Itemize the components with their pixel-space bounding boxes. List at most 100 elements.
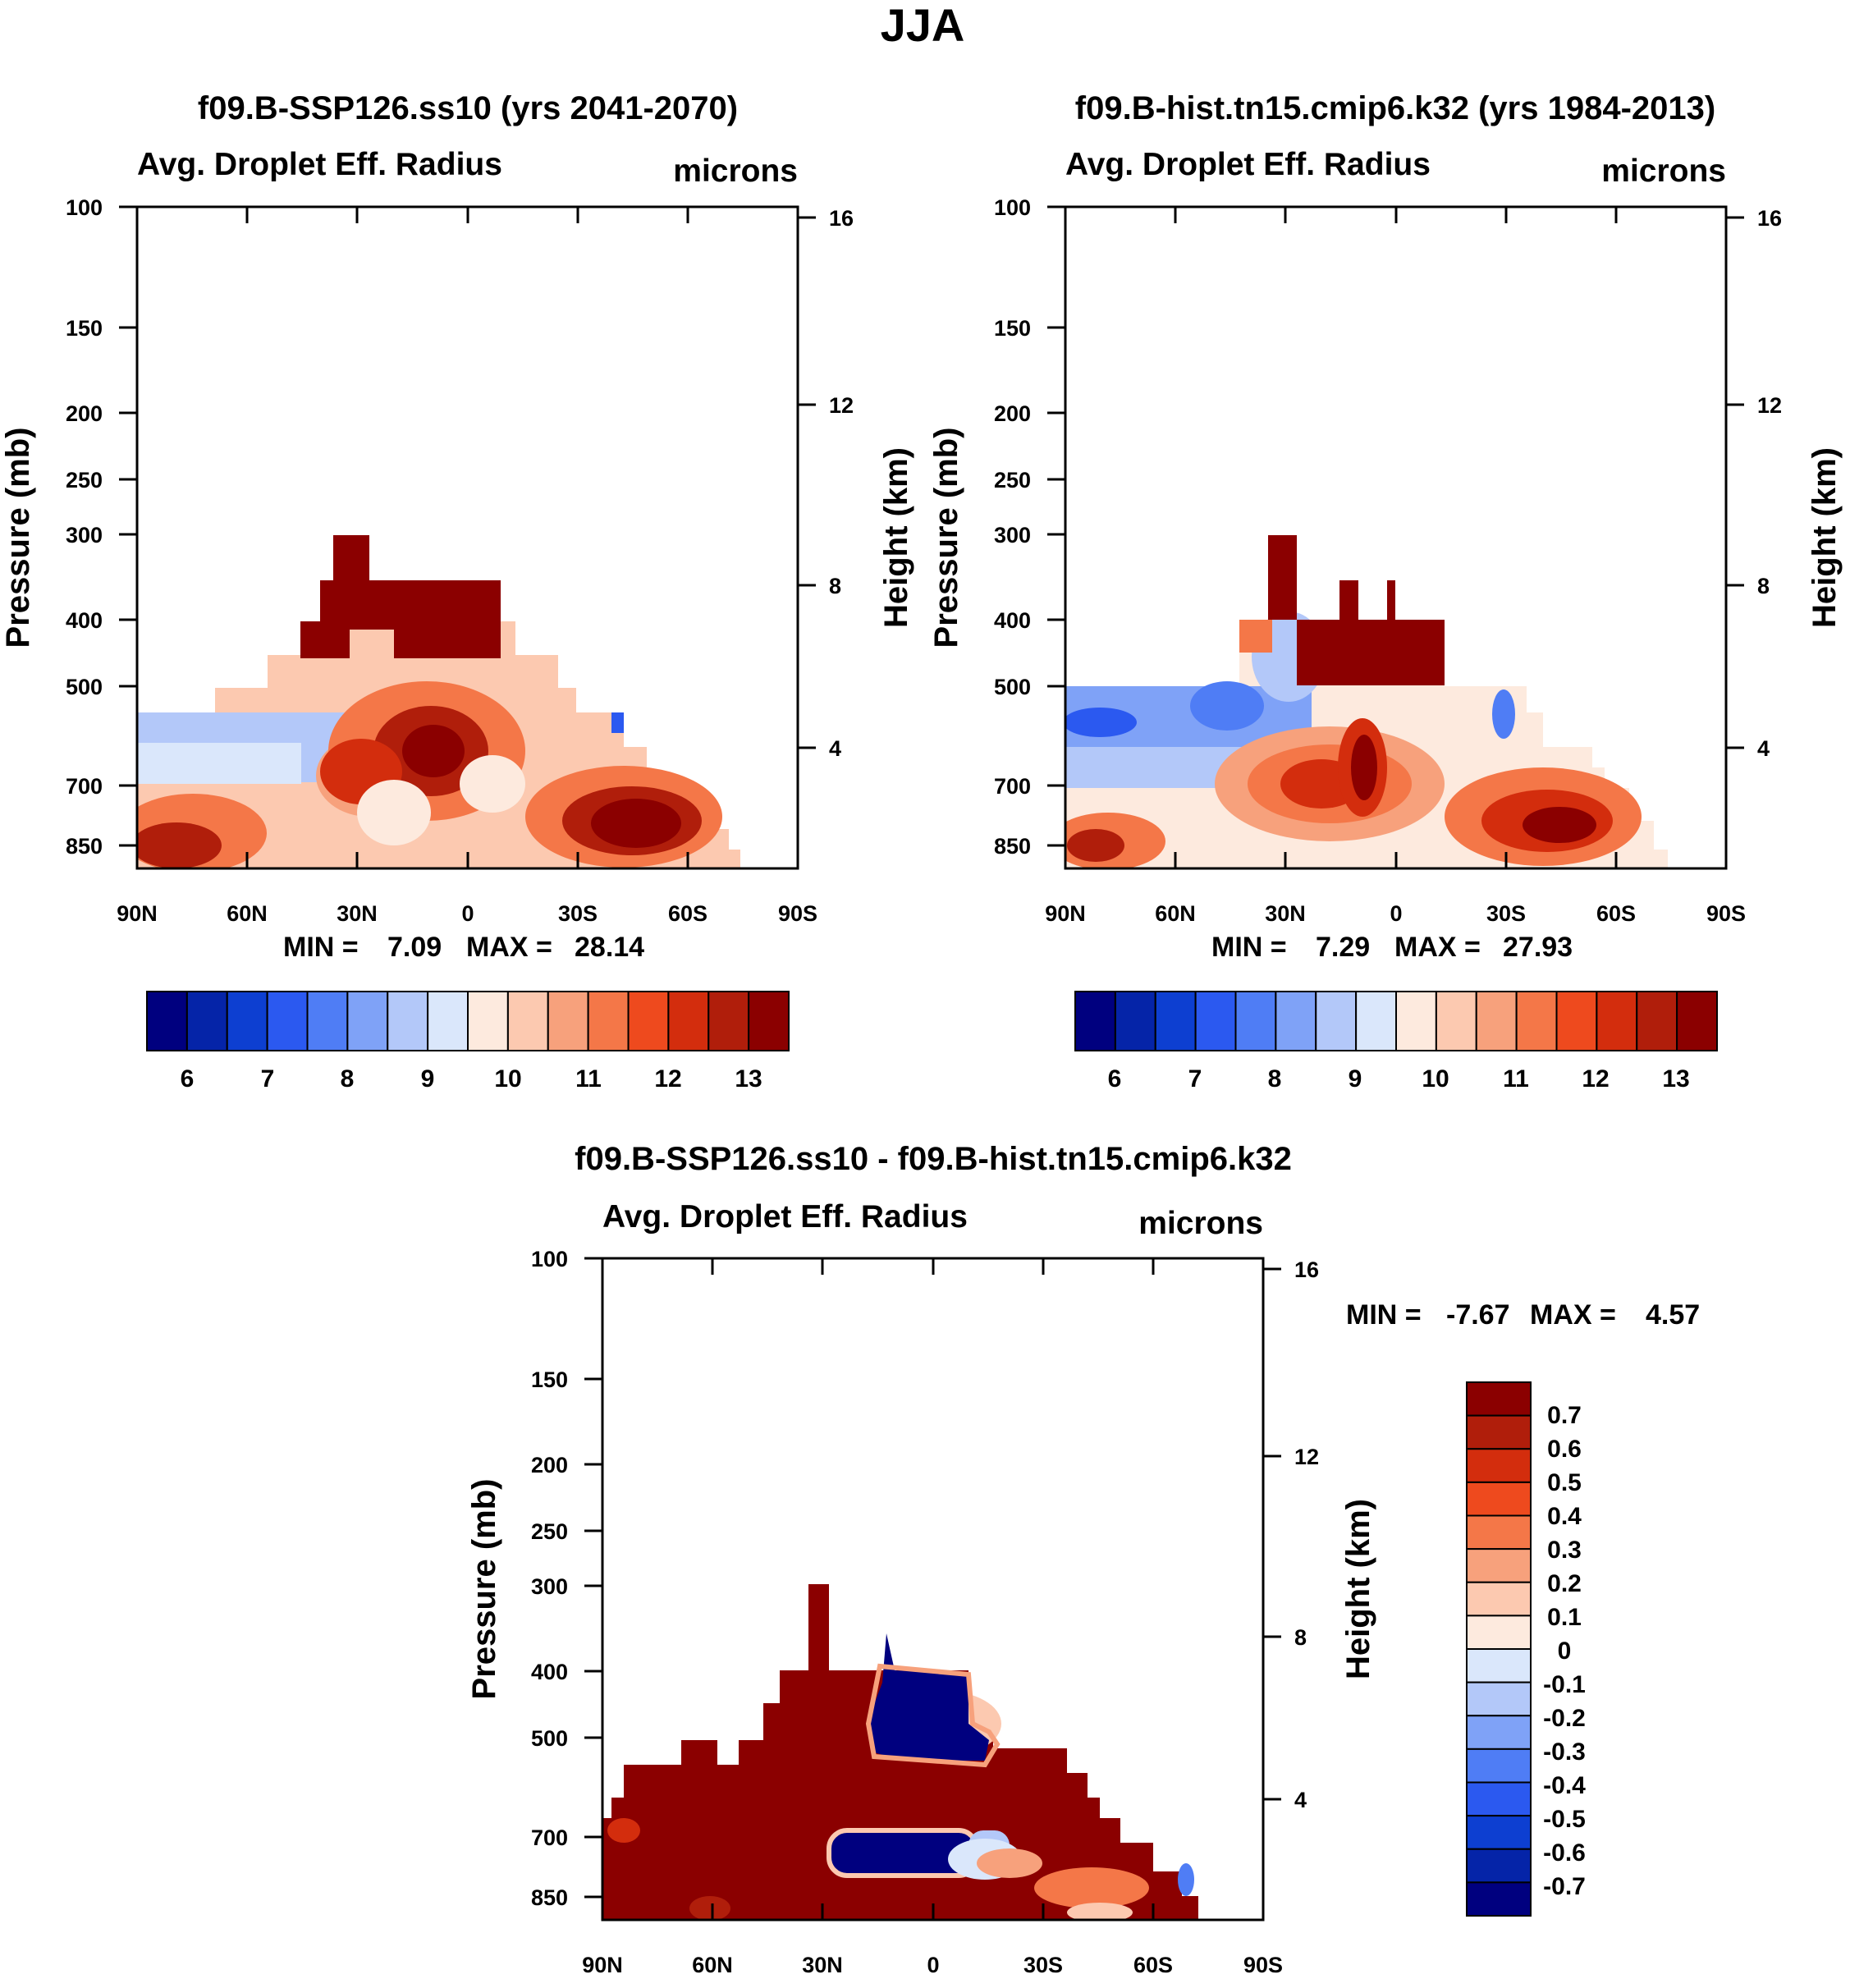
blob — [394, 580, 501, 658]
colorbar-box — [707, 991, 750, 1051]
colorbar-box — [1466, 1715, 1532, 1750]
colorbar-box — [1234, 991, 1277, 1051]
y-tick-label: 700 — [994, 774, 1031, 799]
blob — [300, 621, 350, 658]
y-tick-labels: 100 150 200 250 300 400 500 700 850 — [994, 195, 1031, 859]
colorbar-box — [387, 991, 429, 1051]
y-right-axis-label: Height (km) — [878, 447, 914, 628]
colorbar-label: -0.6 — [1543, 1839, 1586, 1867]
colorbar-label: 11 — [1503, 1065, 1529, 1092]
colorbar-label: 8 — [1268, 1065, 1282, 1092]
y-right-tick-label: 16 — [1757, 206, 1782, 231]
units-label: microns — [673, 153, 798, 189]
colorbar-label: -0.7 — [1543, 1873, 1586, 1900]
colorbar-box — [667, 991, 710, 1051]
y-tick-label: 300 — [531, 1574, 568, 1599]
colorbar-box — [627, 991, 670, 1051]
max-value: 27.93 — [1503, 932, 1573, 963]
y-right-tick-label: 4 — [1757, 736, 1770, 761]
y-right-tick-label: 4 — [1294, 1788, 1307, 1812]
contour-field — [1065, 535, 1668, 868]
y-right-tick-label: 8 — [829, 574, 841, 598]
blob — [1387, 580, 1395, 630]
colorbar-box — [1466, 1481, 1532, 1517]
y-tick-label: 700 — [66, 774, 103, 799]
variable-label: Avg. Droplet Eff. Radius — [602, 1199, 968, 1234]
y-right-tick-label: 16 — [1294, 1257, 1319, 1282]
blob — [689, 1896, 730, 1920]
y-tick-label: 200 — [531, 1453, 568, 1477]
blob — [1067, 829, 1124, 862]
units-label: microns — [1601, 153, 1726, 189]
variable-label: Avg. Droplet Eff. Radius — [137, 147, 502, 182]
y-right-tick-label: 12 — [1757, 393, 1782, 418]
x-tick-label: 30N — [1265, 901, 1306, 926]
colorbar-box — [226, 991, 268, 1051]
x-tick-label: 30S — [558, 901, 598, 926]
max-label: MAX = — [1530, 1299, 1616, 1331]
y-tick-label: 250 — [994, 468, 1031, 492]
blob — [1492, 689, 1515, 739]
blob — [460, 755, 525, 813]
panel-future: f09.B-SSP126.ss10 (yrs 2041-2070) Avg. D… — [0, 90, 914, 1092]
colorbar-label: 0.5 — [1547, 1469, 1582, 1496]
blob — [1297, 620, 1445, 685]
y-tick-label: 100 — [531, 1247, 568, 1271]
blob — [591, 799, 681, 848]
x-tick-label: 60S — [668, 901, 707, 926]
colorbar-label: 13 — [735, 1065, 762, 1092]
colorbar-label: 0.7 — [1547, 1402, 1582, 1429]
min-label: MIN = — [283, 932, 359, 963]
x-tick-labels: 90N 60N 30N 0 30S 60S 90S — [582, 1953, 1283, 1977]
colorbar-box — [1466, 1781, 1532, 1817]
y-right-tick-label: 8 — [1757, 574, 1770, 598]
min-label: MIN = — [1211, 932, 1287, 963]
colorbar-box — [547, 991, 589, 1051]
colorbar-box — [1466, 1815, 1532, 1850]
colorbar-box — [1074, 991, 1116, 1051]
y-right-tick-labels: 16 12 8 4 — [1757, 206, 1782, 761]
colorbar-label: 11 — [575, 1065, 602, 1092]
colorbar-box — [146, 991, 188, 1051]
min-value: 7.29 — [1316, 932, 1370, 963]
x-tick-label: 90S — [778, 901, 817, 926]
y-right-tick-labels: 16 12 8 4 — [1294, 1257, 1319, 1812]
y-tick-label: 850 — [994, 834, 1031, 859]
y-right-axis-label: Height (km) — [1806, 447, 1843, 628]
max-label: MAX = — [466, 932, 552, 963]
colorbar-box — [306, 991, 349, 1051]
y-tick-label: 250 — [531, 1519, 568, 1544]
colorbar-label: 10 — [1422, 1065, 1449, 1092]
colorbar — [146, 991, 790, 1051]
max-label: MAX = — [1394, 932, 1481, 963]
x-tick-label: 90N — [1045, 901, 1086, 926]
colorbar-box — [1275, 991, 1317, 1051]
figure-title: JJA — [881, 0, 965, 51]
colorbar-label: 9 — [421, 1065, 435, 1092]
panel-title: f09.B-hist.tn15.cmip6.k32 (yrs 1984-2013… — [1075, 90, 1715, 126]
colorbar-label: 6 — [1108, 1065, 1122, 1092]
colorbar — [1466, 1381, 1532, 1917]
x-tick-label: 60S — [1133, 1953, 1173, 1977]
colorbar-box — [1466, 1581, 1532, 1617]
colorbar-labels: 0.7 0.6 0.5 0.4 0.3 0.2 0.1 0 -0.1 -0.2 … — [1543, 1402, 1586, 1900]
colorbar-labels: 6 7 8 9 10 11 12 13 — [1108, 1065, 1690, 1092]
blob — [1065, 708, 1137, 737]
y-right-tick-label: 4 — [829, 736, 841, 761]
colorbar-label: 12 — [654, 1065, 681, 1092]
colorbar-box — [266, 991, 309, 1051]
y-tick-label: 100 — [994, 195, 1031, 220]
colorbar-box — [1515, 991, 1558, 1051]
contour-field — [137, 535, 740, 868]
blob — [1178, 1863, 1194, 1896]
blob — [868, 1633, 989, 1761]
colorbar-label: -0.5 — [1543, 1806, 1586, 1833]
x-tick-label: 60N — [227, 901, 268, 926]
x-tick-label: 90N — [117, 901, 158, 926]
colorbar-label: 7 — [261, 1065, 275, 1092]
y-tick-label: 200 — [66, 401, 103, 426]
colorbar-box — [1466, 1848, 1532, 1884]
y-right-tick-label: 12 — [1294, 1445, 1319, 1469]
panel-historical: f09.B-hist.tn15.cmip6.k32 (yrs 1984-2013… — [928, 90, 1843, 1092]
blob — [1339, 580, 1358, 630]
